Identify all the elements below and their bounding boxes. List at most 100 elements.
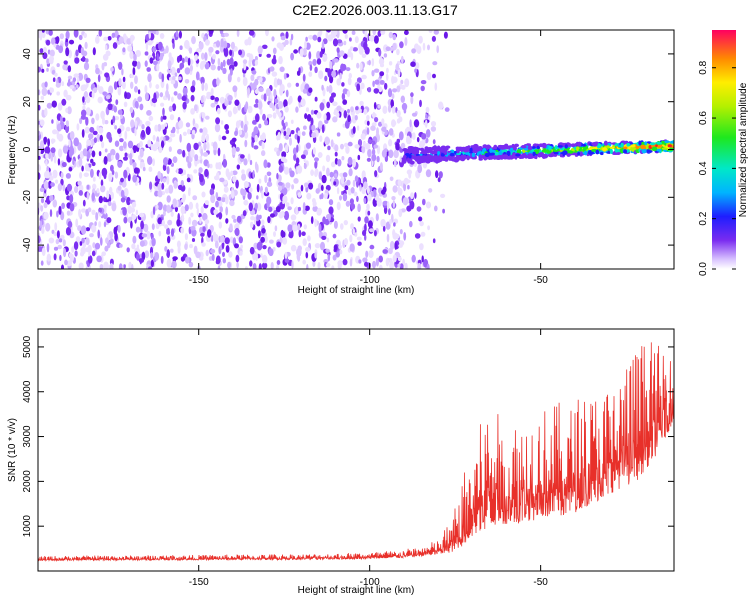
noise-speckle [410,192,414,200]
noise-speckle [132,161,137,168]
noise-speckle [216,172,220,179]
ridge-blob [541,149,547,153]
ridge-blob [456,148,460,154]
noise-speckle [282,195,288,204]
noise-speckle [282,231,286,238]
noise-speckle [388,149,394,159]
noise-speckle [314,169,318,178]
noise-speckle [95,35,100,44]
noise-speckle [235,108,238,113]
noise-speckle [135,226,141,233]
ridge-blob [431,150,435,155]
noise-speckle [444,107,450,112]
noise-speckle [286,127,291,136]
noise-speckle [364,223,367,232]
noise-speckle [163,136,166,141]
noise-speckle [61,98,67,106]
noise-speckle [215,200,219,208]
noise-speckle [265,88,271,97]
noise-speckle [254,202,258,210]
noise-speckle [147,73,152,83]
noise-speckle [257,101,263,110]
noise-speckle [98,30,103,37]
noise-speckle [148,31,151,39]
noise-speckle [41,109,45,114]
noise-speckle [115,152,120,161]
noise-speckle [251,70,257,75]
noise-speckle [425,129,431,138]
noise-speckle [254,113,260,123]
noise-speckle [342,258,348,266]
noise-speckle [413,119,420,128]
noise-speckle [340,223,344,230]
noise-speckle [85,77,91,84]
noise-speckle [308,35,314,40]
noise-speckle [325,111,331,121]
noise-speckle [261,219,265,226]
noise-speckle [378,48,382,57]
noise-speckle [119,138,124,143]
noise-speckle [302,238,307,247]
noise-speckle [66,183,73,192]
noise-speckle [93,137,97,144]
noise-speckle [395,141,400,151]
noise-speckle [215,40,221,48]
noise-speckle [44,81,48,88]
noise-speckle [51,229,55,234]
noise-speckle [200,148,204,157]
noise-speckle [38,30,43,38]
noise-speckle [97,96,103,104]
noise-speckle [317,262,321,269]
noise-speckle [243,158,248,166]
noise-speckle [147,156,153,165]
noise-speckle [385,46,391,52]
noise-speckle [344,34,348,39]
noise-speckle [249,221,254,229]
noise-speckle [43,202,48,209]
noise-speckle [410,61,416,67]
noise-speckle [92,47,96,56]
ridge-blob [483,156,489,160]
noise-speckle [291,184,295,190]
noise-speckle [261,150,266,157]
noise-speckle [354,144,360,149]
noise-speckle [113,81,118,90]
noise-speckle [392,254,397,263]
noise-speckle [342,30,348,34]
noise-speckle [188,47,193,54]
noise-speckle [402,197,409,206]
colorbar-tick-label: 0.8 [698,60,709,74]
noise-speckle [132,60,138,67]
noise-speckle [185,256,190,264]
noise-speckle [398,116,403,123]
noise-speckle [67,65,72,73]
ridge-blob [577,151,580,156]
noise-speckle [279,43,284,51]
noise-speckle [95,67,100,75]
noise-speckle [91,224,97,233]
noise-speckle [63,60,68,65]
noise-speckle [223,40,228,49]
noise-speckle [212,141,218,151]
noise-speckle [259,107,263,115]
noise-speckle [271,36,275,42]
noise-speckle [329,171,334,178]
noise-speckle [297,95,302,103]
noise-speckle [310,117,314,126]
noise-speckle [256,241,263,251]
noise-speckle [187,57,191,66]
noise-speckle [398,243,403,248]
spectrogram-y-tick-label: -20 [22,190,33,205]
noise-speckle [210,248,216,254]
noise-speckle [401,102,408,111]
noise-speckle [242,210,247,217]
noise-speckle [297,245,303,252]
noise-speckle [205,115,210,120]
spectrogram-x-axis-label: Height of straight line (km) [298,285,415,296]
noise-speckle [62,145,68,154]
noise-speckle [56,210,59,218]
noise-speckle [120,114,123,119]
noise-speckle [349,37,352,42]
noise-speckle [51,69,56,75]
noise-speckle [326,262,331,268]
